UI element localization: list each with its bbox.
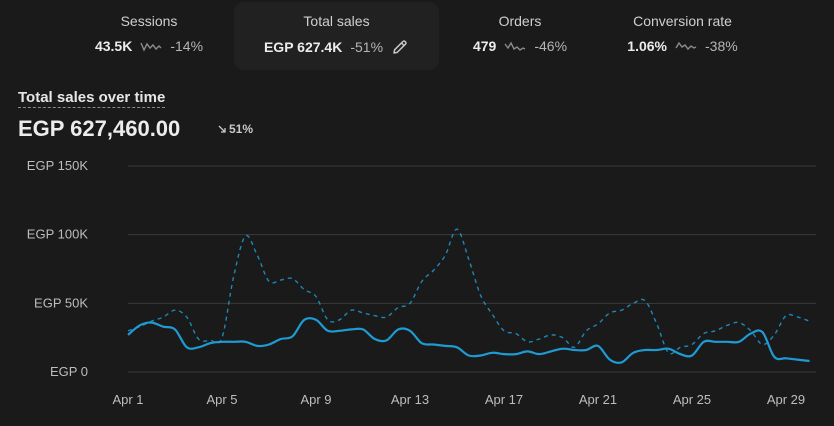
y-tick-label: EGP 0 bbox=[50, 364, 88, 379]
pencil-edit-icon[interactable] bbox=[391, 38, 409, 56]
metric-change: -51% bbox=[350, 39, 384, 55]
sparkline-icon bbox=[675, 41, 697, 51]
metric-label: Orders bbox=[498, 13, 542, 29]
x-tick-label: Apr 5 bbox=[206, 392, 237, 407]
chart-change-badge: 51% bbox=[218, 122, 253, 136]
chart-change-value: 51% bbox=[229, 122, 254, 136]
sparkline-icon bbox=[504, 41, 526, 51]
chart-title[interactable]: Total sales over time bbox=[18, 89, 166, 108]
metric-value: EGP 627.4K bbox=[263, 39, 343, 55]
series-line-comparison[interactable] bbox=[127, 228, 810, 355]
x-tick-label: Apr 1 bbox=[112, 392, 143, 407]
metric-tile-sessions[interactable]: Sessions 43.5K -14% bbox=[64, 2, 234, 70]
metric-value: 43.5K bbox=[94, 38, 133, 54]
x-tick-label: Apr 17 bbox=[485, 392, 523, 407]
y-tick-label: EGP 100K bbox=[27, 227, 89, 242]
metric-value: 1.06% bbox=[627, 38, 667, 54]
sparkline-icon bbox=[140, 42, 162, 52]
metric-label: Total sales bbox=[303, 13, 370, 29]
metric-label: Conversion rate bbox=[633, 13, 732, 29]
metric-label: Sessions bbox=[120, 13, 178, 29]
series-line-current[interactable] bbox=[127, 317, 810, 364]
x-tick-label: Apr 25 bbox=[673, 392, 711, 407]
metric-tile-total-sales[interactable]: Total sales EGP 627.4K -51% bbox=[234, 2, 439, 70]
metric-tile-orders[interactable]: Orders 479 -46% bbox=[440, 2, 600, 70]
metric-value: 479 bbox=[472, 38, 497, 54]
x-tick-label: Apr 29 bbox=[767, 392, 805, 407]
metric-change: -46% bbox=[534, 38, 568, 54]
x-tick-label: Apr 9 bbox=[300, 392, 331, 407]
metric-change: -14% bbox=[170, 38, 204, 54]
x-tick-label: Apr 21 bbox=[579, 392, 617, 407]
y-tick-label: EGP 50K bbox=[34, 295, 88, 310]
metric-change: -38% bbox=[705, 38, 738, 54]
chart-total-value: EGP 627,460.00 bbox=[18, 116, 181, 141]
metric-tile-conversion-rate[interactable]: Conversion rate 1.06% -38% bbox=[600, 2, 765, 70]
arrow-down-right-icon bbox=[218, 125, 226, 133]
y-tick-label: EGP 150K bbox=[27, 158, 89, 173]
x-tick-label: Apr 13 bbox=[391, 392, 429, 407]
